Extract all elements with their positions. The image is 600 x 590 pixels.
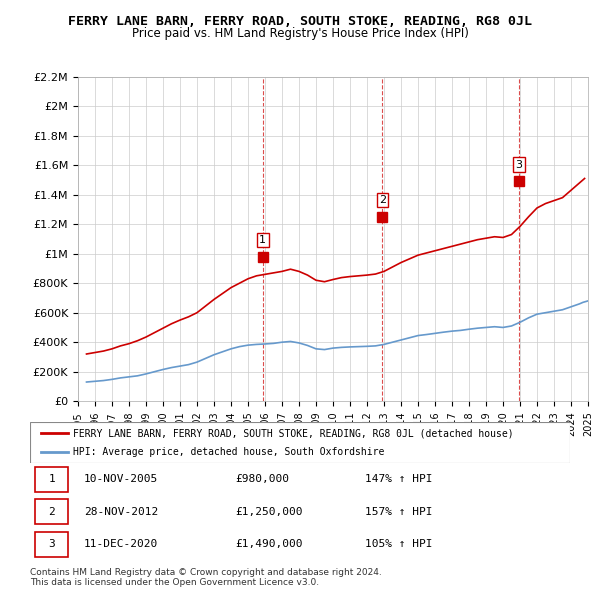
Text: HPI: Average price, detached house, South Oxfordshire: HPI: Average price, detached house, Sout… — [73, 447, 385, 457]
Text: £1,250,000: £1,250,000 — [235, 507, 303, 517]
Text: Contains HM Land Registry data © Crown copyright and database right 2024.: Contains HM Land Registry data © Crown c… — [30, 568, 382, 576]
Text: FERRY LANE BARN, FERRY ROAD, SOUTH STOKE, READING, RG8 0JL (detached house): FERRY LANE BARN, FERRY ROAD, SOUTH STOKE… — [73, 428, 514, 438]
Text: 11-DEC-2020: 11-DEC-2020 — [84, 539, 158, 549]
Text: 147% ↑ HPI: 147% ↑ HPI — [365, 474, 432, 484]
Text: 2: 2 — [379, 195, 386, 205]
Text: 157% ↑ HPI: 157% ↑ HPI — [365, 507, 432, 517]
Text: £1,490,000: £1,490,000 — [235, 539, 303, 549]
FancyBboxPatch shape — [30, 422, 570, 463]
FancyBboxPatch shape — [35, 532, 68, 557]
Text: Price paid vs. HM Land Registry's House Price Index (HPI): Price paid vs. HM Land Registry's House … — [131, 27, 469, 40]
Text: 1: 1 — [48, 474, 55, 484]
Text: 3: 3 — [515, 160, 523, 170]
Text: 3: 3 — [48, 539, 55, 549]
Text: This data is licensed under the Open Government Licence v3.0.: This data is licensed under the Open Gov… — [30, 578, 319, 587]
Text: £980,000: £980,000 — [235, 474, 289, 484]
Text: 105% ↑ HPI: 105% ↑ HPI — [365, 539, 432, 549]
Text: FERRY LANE BARN, FERRY ROAD, SOUTH STOKE, READING, RG8 0JL: FERRY LANE BARN, FERRY ROAD, SOUTH STOKE… — [68, 15, 532, 28]
Text: 10-NOV-2005: 10-NOV-2005 — [84, 474, 158, 484]
FancyBboxPatch shape — [35, 467, 68, 492]
Text: 28-NOV-2012: 28-NOV-2012 — [84, 507, 158, 517]
Text: 1: 1 — [259, 235, 266, 245]
Text: 2: 2 — [48, 507, 55, 517]
FancyBboxPatch shape — [35, 499, 68, 525]
